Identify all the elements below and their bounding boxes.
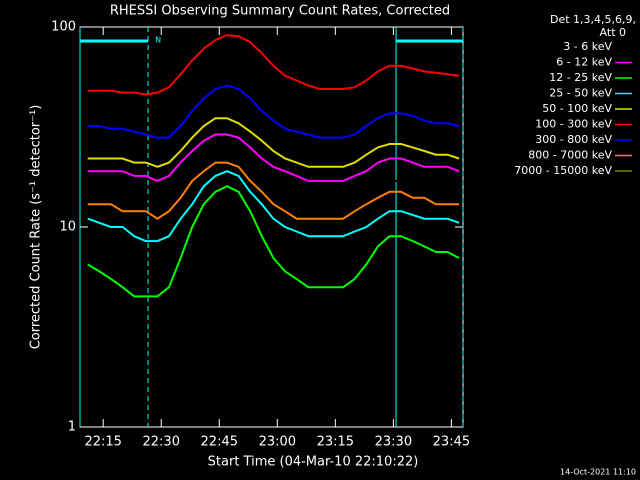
legend-label: 12 - 25 keV [549, 71, 612, 84]
legend-label: 25 - 50 keV [549, 87, 612, 100]
legend-label: 3 - 6 keV [563, 40, 612, 53]
plot-frame [79, 26, 464, 428]
series-line [87, 133, 460, 182]
x-tick-label: 23:15 [317, 435, 354, 450]
legend-label: 7000 - 15000 keV [514, 164, 612, 177]
legend-label: 50 - 100 keV [542, 102, 612, 115]
legend-label: 800 - 7000 keV [528, 149, 612, 162]
series-line [87, 34, 460, 96]
y-tick-label: 10 [59, 220, 76, 235]
legend-title: Det 1,3,4,5,6,9, [550, 13, 636, 26]
x-axis-label: Start Time (04-Mar-10 22:10:22) [208, 455, 419, 470]
x-tick-label: 22:30 [143, 435, 180, 450]
footer: 14-Oct-2021 11:10 [560, 468, 636, 477]
legend-label: 100 - 300 keV [535, 118, 612, 131]
legend-label: 6 - 12 keV [556, 56, 612, 69]
series-line [87, 157, 460, 206]
x-tick-label: 23:00 [259, 435, 296, 450]
x-tick-label: 22:45 [201, 435, 238, 450]
series-line [87, 84, 460, 139]
series-line [87, 161, 460, 220]
x-tick-label: 23:45 [433, 435, 470, 450]
series-line [87, 117, 460, 168]
night-label: N [155, 36, 161, 45]
y-axis-label: Corrected Count Rate (s⁻¹ detector⁻¹) [29, 105, 44, 350]
x-tick-label: 23:30 [375, 435, 412, 450]
legend-title: Att 0 [600, 26, 626, 39]
y-tick-label: 1 [68, 420, 76, 435]
x-tick-label: 22:15 [84, 435, 121, 450]
y-tick-label: 100 [51, 20, 76, 35]
series-line [87, 170, 460, 243]
legend-label: 300 - 800 keV [535, 133, 612, 146]
series-line [87, 185, 460, 298]
chart-title: RHESSI Observing Summary Count Rates, Co… [110, 4, 450, 19]
